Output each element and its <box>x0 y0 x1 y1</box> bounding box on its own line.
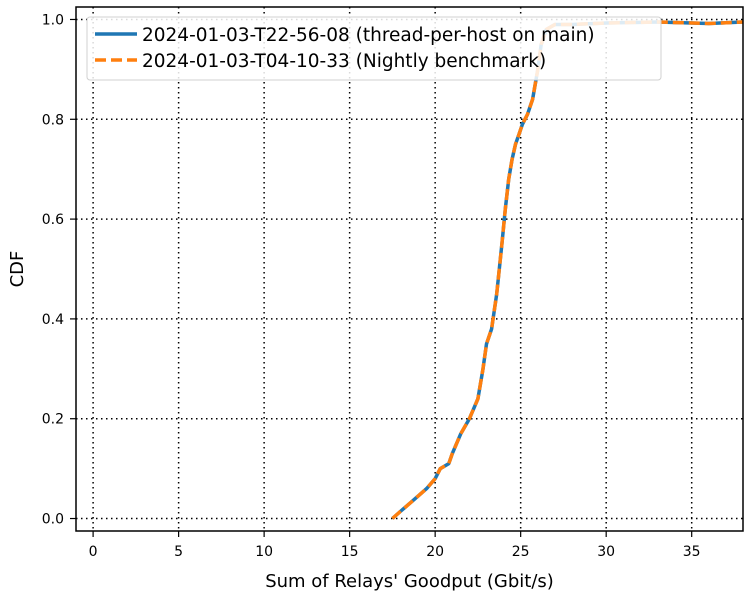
y-tick-label: 1.0 <box>42 12 64 28</box>
y-tick-label: 0.4 <box>42 312 64 328</box>
plot-frame <box>75 6 744 532</box>
x-tick-label: 30 <box>597 544 615 560</box>
x-tick-label: 5 <box>174 544 183 560</box>
x-tick-label: 20 <box>426 544 444 560</box>
y-tick-label: 0.2 <box>42 412 64 428</box>
x-axis-title: Sum of Relays' Goodput (Gbit/s) <box>265 571 554 592</box>
y-tick-label: 0.6 <box>42 212 64 228</box>
x-tick-label: 10 <box>255 544 273 560</box>
x-tick-label: 0 <box>89 544 98 560</box>
x-axis-ticks: 0 5 10 15 20 25 30 35 <box>89 531 701 560</box>
y-axis-title: CDF <box>7 251 28 288</box>
x-tick-label: 15 <box>341 544 359 560</box>
legend: 2024-01-03-T22-56-08 (thread-per-host on… <box>86 16 662 81</box>
y-tick-label: 0.0 <box>42 512 64 528</box>
y-tick-label: 0.8 <box>42 112 64 128</box>
legend-frame <box>86 16 662 81</box>
x-tick-label: 35 <box>683 544 701 560</box>
legend-label-thread-per-host: 2024-01-03-T22-56-08 (thread-per-host on… <box>142 25 595 46</box>
legend-label-nightly-benchmark: 2024-01-03-T04-10-33 (Nightly benchmark) <box>142 51 546 72</box>
y-axis-ticks: 0.0 0.2 0.4 0.6 0.8 1.0 <box>42 12 76 528</box>
x-tick-label: 25 <box>512 544 530 560</box>
